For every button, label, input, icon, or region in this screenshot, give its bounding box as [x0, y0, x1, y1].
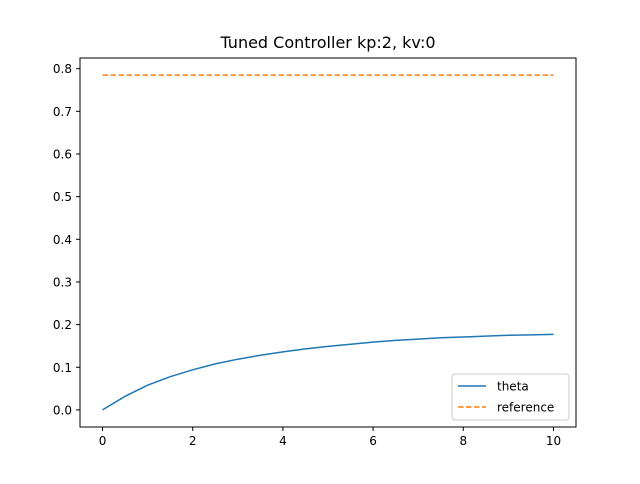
y-tick-label: 0.6 [53, 147, 72, 161]
y-tick-label: 0.2 [53, 318, 72, 332]
y-tick-label: 0.0 [53, 403, 72, 417]
y-tick-label: 0.5 [53, 190, 72, 204]
x-tick-label: 6 [369, 434, 377, 448]
plot-area: 0 2 4 6 8 10 0.0 0.1 0.2 0.3 0.4 0.5 0.6 0.7 0.8 [53, 57, 577, 448]
y-tick-label: 0.7 [53, 105, 72, 119]
y-tick-label: 0.1 [53, 361, 72, 375]
y-tick-label: 0.8 [53, 62, 72, 76]
x-tick-label: 0 [99, 434, 107, 448]
x-tick-label: 8 [459, 434, 467, 448]
x-tick-label: 2 [189, 434, 197, 448]
chart-title: Tuned Controller kp:2, kv:0 [219, 33, 435, 52]
axes-frame [79, 57, 577, 428]
legend-label-reference: reference [497, 401, 554, 415]
y-tick-label: 0.4 [53, 233, 72, 247]
series-line-theta [102, 333, 554, 411]
legend: theta reference [451, 373, 570, 421]
x-tick-label: 4 [279, 434, 287, 448]
y-tick-label: 0.3 [53, 275, 72, 289]
x-tick-label: 10 [546, 434, 561, 448]
legend-label-theta: theta [497, 380, 529, 394]
